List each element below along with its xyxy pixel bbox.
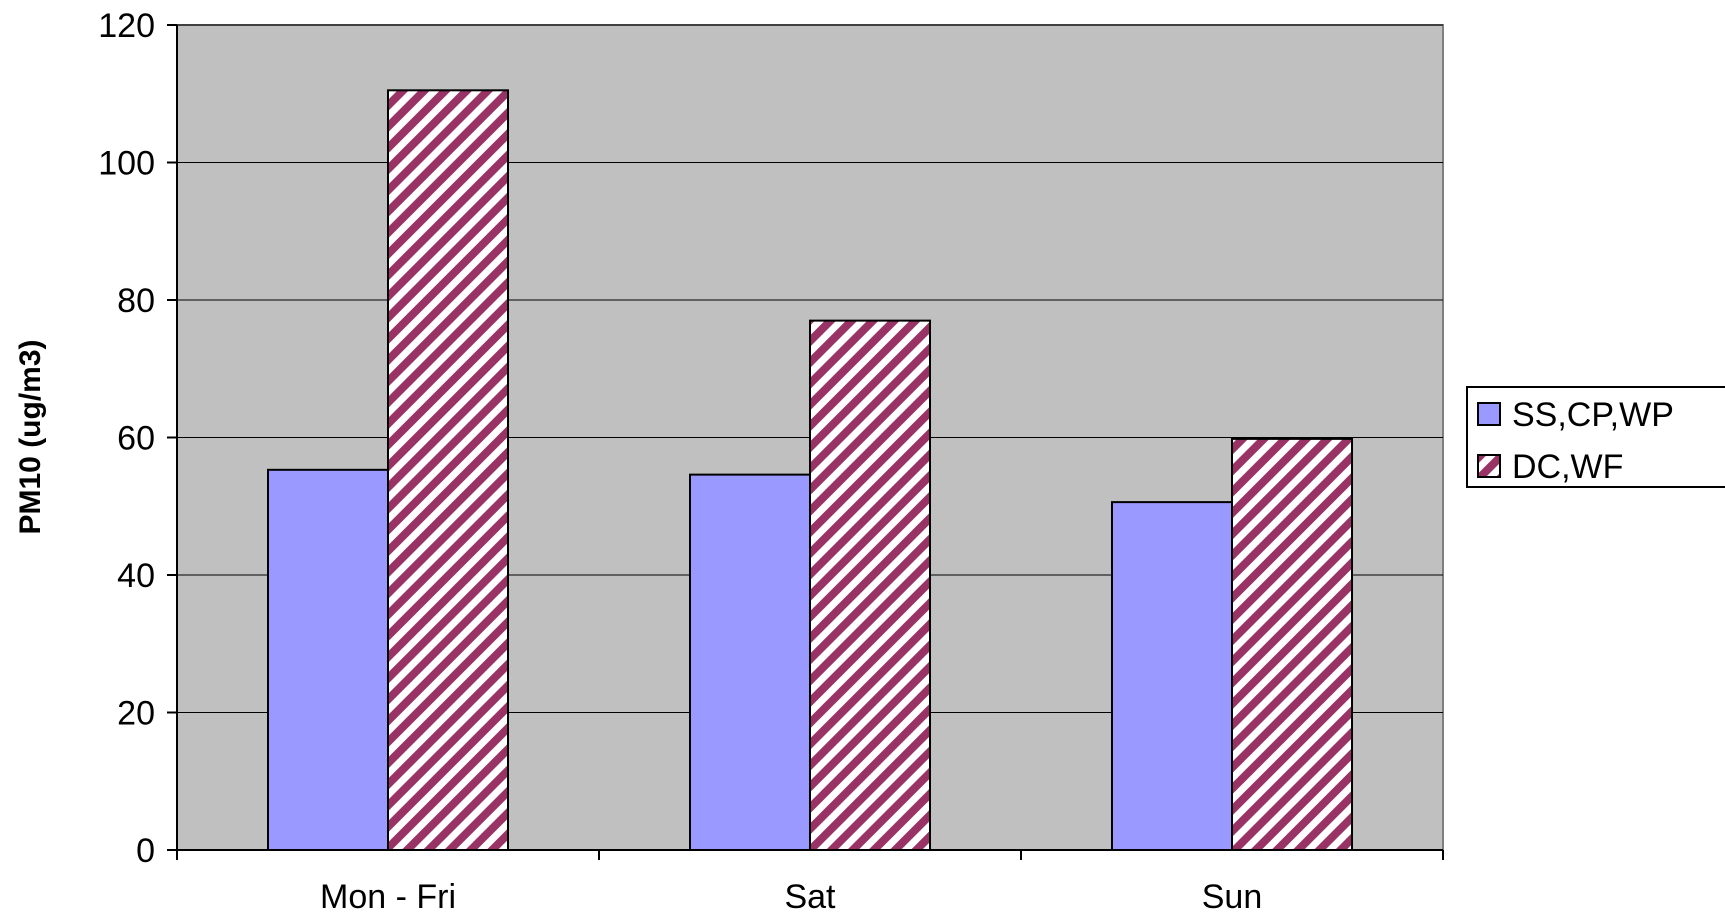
legend: SS,CP,WP DC,WF bbox=[1466, 386, 1725, 488]
y-tick-labels: 0 20 40 60 80 100 120 bbox=[98, 7, 155, 870]
bar-series-2-mon-fri bbox=[387, 89, 509, 851]
x-tick-label: Sat bbox=[784, 878, 836, 916]
y-axis-title: PM10 (ug/m3) bbox=[14, 339, 47, 534]
legend-swatch-series-2 bbox=[1477, 454, 1501, 478]
legend-label-series-1: SS,CP,WP bbox=[1512, 396, 1674, 434]
x-tick-labels: Mon - Fri Sat Sun bbox=[320, 878, 1262, 916]
y-tick-label: 0 bbox=[136, 832, 155, 870]
bar-series-1-mon-fri bbox=[267, 468, 389, 851]
legend-swatch-series-1 bbox=[1477, 402, 1501, 426]
bars bbox=[267, 89, 1353, 851]
axes bbox=[167, 24, 1444, 860]
bar-series-1-sat bbox=[689, 473, 811, 851]
legend-box bbox=[1466, 386, 1725, 488]
x-tick-label: Mon - Fri bbox=[320, 878, 456, 916]
y-tick-label: 60 bbox=[117, 420, 155, 458]
y-tick-label: 40 bbox=[117, 557, 155, 595]
bar-series-1-sun bbox=[1111, 501, 1233, 851]
x-tick-label: Sun bbox=[1202, 878, 1263, 916]
y-tick-label: 20 bbox=[117, 695, 155, 733]
y-tick-label: 100 bbox=[98, 145, 155, 183]
legend-label-series-2: DC,WF bbox=[1512, 448, 1623, 486]
y-tick-label: 120 bbox=[98, 7, 155, 45]
bar-series-2-sat bbox=[809, 319, 931, 851]
y-tick-label: 80 bbox=[117, 282, 155, 320]
bar-series-2-sun bbox=[1231, 437, 1353, 851]
